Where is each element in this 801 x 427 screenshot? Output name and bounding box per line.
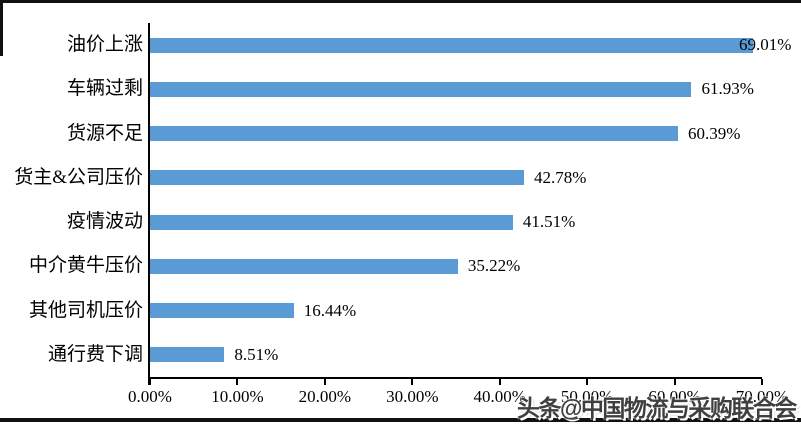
- category-label: 油价上涨: [66, 34, 143, 56]
- x-tick: [411, 379, 414, 385]
- y-axis-line: [148, 23, 150, 385]
- x-tick: [323, 379, 326, 385]
- value-label: 61.93%: [701, 79, 754, 99]
- bar: [150, 37, 754, 53]
- value-label: 41.51%: [522, 212, 576, 232]
- bar: [150, 258, 458, 274]
- watermark-text: 头条@中国物流与采购联合会: [517, 395, 797, 421]
- category-label: 货源不足: [66, 122, 143, 144]
- category-label: 通行费下调: [47, 343, 143, 365]
- value-label: 69.01%: [739, 35, 792, 55]
- x-tick-label: 60.00%: [648, 387, 701, 406]
- bar: [150, 81, 692, 97]
- x-tick: [149, 379, 151, 385]
- x-tick-label: 50.00%: [560, 387, 614, 406]
- category-label: 货主&公司压价: [14, 166, 143, 188]
- value-label: 16.44%: [303, 300, 357, 320]
- x-tick: [761, 379, 763, 385]
- frame-border-bottom: [0, 418, 801, 422]
- x-tick: [673, 379, 676, 385]
- category-label: 疫情波动: [66, 211, 143, 233]
- category-label: 车辆过剩: [66, 78, 143, 100]
- x-tick: [498, 379, 501, 385]
- x-tick-label: 70.00%: [735, 387, 789, 406]
- bar: [150, 214, 513, 230]
- x-tick-label: 0.00%: [128, 387, 172, 406]
- bar: [150, 170, 525, 186]
- x-axis-line: [148, 377, 762, 379]
- x-tick-label: 40.00%: [473, 387, 526, 406]
- value-label: 42.78%: [534, 167, 587, 187]
- bar: [150, 126, 678, 142]
- x-tick: [586, 379, 589, 385]
- bar: [150, 303, 294, 319]
- frame-border-top: [0, 0, 801, 3]
- bar: [150, 347, 225, 363]
- frame-border-left: [0, 0, 3, 56]
- category-label: 其他司机压价: [28, 299, 143, 321]
- value-label: 35.22%: [467, 256, 521, 276]
- value-label: 8.51%: [234, 344, 279, 364]
- x-tick: [236, 379, 239, 385]
- x-tick-label: 20.00%: [298, 387, 352, 406]
- x-tick-label: 10.00%: [211, 387, 264, 406]
- x-tick-label: 30.00%: [386, 387, 439, 406]
- category-label: 中介黄牛压价: [28, 255, 143, 277]
- value-label: 60.39%: [687, 123, 741, 143]
